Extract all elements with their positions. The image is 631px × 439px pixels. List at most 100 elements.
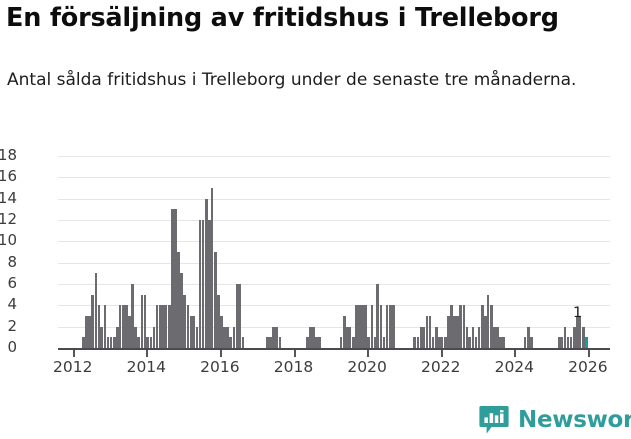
bar <box>569 337 573 348</box>
bar <box>82 337 86 348</box>
bar <box>499 337 502 348</box>
bar <box>315 337 318 348</box>
bar <box>278 337 282 348</box>
bar <box>496 326 499 348</box>
bar <box>223 326 226 348</box>
y-tick-label: 2 <box>7 316 17 335</box>
bar <box>526 326 530 348</box>
gridline <box>58 262 610 264</box>
x-tick-mark <box>219 350 222 357</box>
bar <box>112 337 116 348</box>
bar-chart-speech-bubble-icon <box>479 406 509 434</box>
bar <box>186 305 190 348</box>
bar <box>137 337 140 348</box>
bar <box>364 305 367 348</box>
bar <box>437 337 441 348</box>
bar <box>103 305 107 348</box>
brand-name: Newsworthy <box>518 407 631 433</box>
bar <box>422 326 426 348</box>
bar <box>214 252 217 348</box>
bar <box>342 316 346 348</box>
bar <box>109 337 113 348</box>
x-tick-mark <box>293 350 296 357</box>
bar <box>269 337 272 348</box>
bar <box>379 305 383 348</box>
gridline <box>58 241 610 243</box>
bar <box>91 294 94 348</box>
y-tick-label: 4 <box>7 295 17 314</box>
gridline <box>58 177 610 179</box>
bar <box>367 337 370 348</box>
bar <box>140 294 144 348</box>
x-tick-mark <box>587 350 590 357</box>
bar <box>483 316 487 348</box>
bar <box>241 337 245 348</box>
bar <box>361 305 364 348</box>
bar <box>416 337 420 348</box>
bar <box>88 316 91 348</box>
bar <box>152 326 156 348</box>
bar <box>339 337 343 348</box>
bar <box>352 337 355 348</box>
bar <box>118 305 122 348</box>
bar <box>563 326 567 348</box>
bar <box>143 294 147 348</box>
page-title: En försäljning av fritidshus i Trellebor… <box>6 3 559 33</box>
bar <box>210 188 214 348</box>
gridline <box>58 220 610 221</box>
bar <box>158 305 162 348</box>
bar <box>456 316 459 348</box>
bar <box>453 316 456 348</box>
bar <box>115 326 119 348</box>
gridline <box>58 305 610 307</box>
bar <box>168 305 171 348</box>
bar <box>192 316 196 348</box>
x-tick-label: 2016 <box>200 358 240 376</box>
bar <box>134 326 137 348</box>
bar <box>312 326 315 348</box>
x-tick-mark <box>440 350 443 357</box>
y-tick-label: 14 <box>0 188 17 207</box>
x-tick-mark <box>146 350 149 357</box>
bar <box>388 305 392 348</box>
bar <box>428 316 432 348</box>
bar <box>235 284 239 348</box>
newsworthy-logo[interactable]: Newsworthy <box>479 405 631 435</box>
y-tick-label: 10 <box>0 231 17 250</box>
bar <box>189 316 193 348</box>
bar <box>149 337 153 348</box>
bar <box>385 305 389 348</box>
bar <box>238 284 242 348</box>
bar <box>468 337 472 348</box>
x-tick-mark <box>72 350 75 357</box>
gridline <box>58 284 610 285</box>
bar <box>275 326 278 348</box>
bar <box>220 316 223 348</box>
x-tick-label: 2014 <box>126 358 167 376</box>
bar <box>391 305 395 348</box>
bar <box>447 316 450 348</box>
bar <box>174 209 177 348</box>
bar <box>131 284 134 348</box>
x-tick-mark <box>514 350 517 357</box>
bar <box>459 305 462 348</box>
bar <box>348 326 352 348</box>
bar <box>229 337 232 348</box>
chart-subtitle: Antal sålda fritidshus i Trelleborg unde… <box>7 70 577 90</box>
bar <box>198 220 202 348</box>
bar <box>180 273 183 348</box>
bar <box>434 326 438 348</box>
bar <box>486 294 490 348</box>
bar <box>358 305 361 348</box>
bar <box>572 326 576 348</box>
last-value-annotation: 1 <box>573 305 583 321</box>
bar <box>171 209 174 348</box>
bar <box>306 337 309 348</box>
bar <box>309 326 312 348</box>
bar <box>465 326 469 348</box>
bar <box>164 305 168 348</box>
bar <box>161 305 165 348</box>
bar <box>431 337 435 348</box>
bar <box>523 337 527 348</box>
y-tick-label: 8 <box>7 252 17 271</box>
